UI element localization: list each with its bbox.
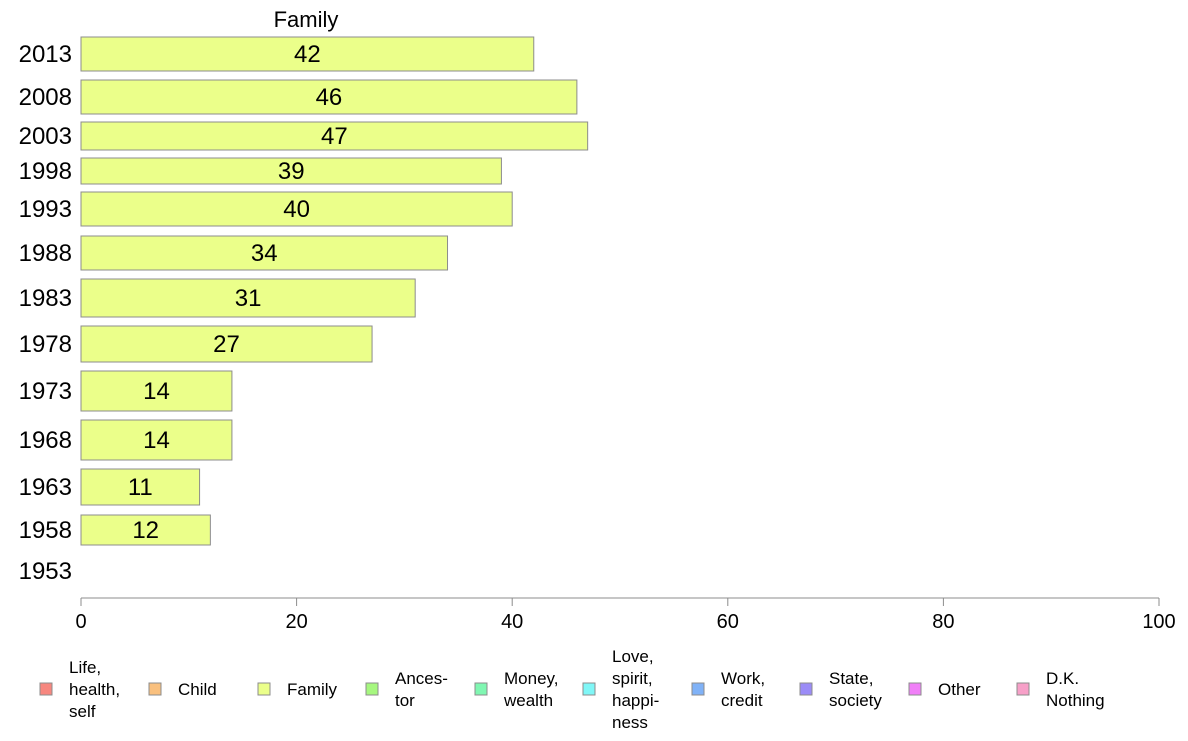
legend-item: Child [148, 680, 217, 699]
bar-1963 [80, 468, 201, 506]
bar-1958 [80, 514, 211, 546]
legend-label: Love, spirit, happi-ness [612, 647, 659, 732]
legend-swatch [257, 682, 271, 696]
x-tick-label: 100 [1142, 611, 1175, 633]
legend-label: State, society [829, 669, 882, 710]
data-label: 39 [278, 158, 305, 185]
data-label: 31 [235, 285, 262, 312]
legend: Life, health, self Child Family Ances-tor Mone… [39, 647, 1105, 732]
legend-label: Other [938, 680, 981, 699]
category-label: 1968 [19, 427, 72, 454]
category-label: 1998 [19, 158, 72, 185]
legend-label: D.K. Nothing [1046, 669, 1105, 710]
legend-item: Other [908, 680, 981, 699]
category-label: 2003 [19, 123, 72, 150]
x-tick-label: 20 [285, 611, 307, 633]
legend-item: State, society [799, 669, 882, 710]
data-label: 14 [143, 427, 170, 454]
legend-item: Ances-tor [365, 669, 448, 710]
legend-item: Love, spirit, happi-ness [582, 647, 659, 732]
legend-label: Life, health, self [69, 658, 120, 721]
category-label: 1958 [19, 517, 72, 544]
legend-swatch [908, 682, 922, 696]
bar-2008 [80, 79, 578, 115]
category-label: 2013 [19, 41, 72, 68]
legend-label: Family [287, 680, 338, 699]
legend-item: Money, wealth [474, 669, 559, 710]
category-label: 2008 [19, 84, 72, 111]
legend-swatch [39, 682, 53, 696]
bar-1978 [80, 325, 373, 363]
legend-label: Ances-tor [395, 669, 448, 710]
data-label: 27 [213, 331, 240, 358]
legend-swatch [582, 682, 596, 696]
legend-label: Money, wealth [503, 669, 559, 710]
legend-item: Work, credit [691, 669, 765, 710]
legend-label: Child [178, 680, 217, 699]
x-tick-label: 0 [75, 611, 86, 633]
legend-swatch [148, 682, 162, 696]
legend-item: Family [257, 680, 338, 699]
category-label: 1963 [19, 474, 72, 501]
category-label: 1978 [19, 331, 72, 358]
legend-label: Work, credit [721, 669, 765, 710]
data-label: 14 [143, 378, 170, 405]
category-label: 1993 [19, 196, 72, 223]
data-label: 42 [294, 41, 321, 68]
x-tick-label: 60 [717, 611, 739, 633]
legend-item: D.K. Nothing [1016, 669, 1105, 710]
bar-1993 [80, 191, 513, 227]
category-label: 1953 [19, 558, 72, 585]
bar-1983 [80, 278, 416, 318]
bar-1988 [80, 235, 449, 271]
bar-1998 [80, 157, 502, 185]
data-label: 12 [132, 517, 159, 544]
legend-swatch [474, 682, 488, 696]
bar-1968 [80, 419, 233, 461]
category-label: 1988 [19, 240, 72, 267]
bar-2003 [80, 121, 589, 151]
data-label: 40 [283, 196, 310, 223]
x-tick-label: 80 [932, 611, 954, 633]
data-label: 11 [128, 474, 153, 501]
bar-1973 [80, 370, 233, 412]
data-label: 47 [321, 123, 348, 150]
x-tick-label: 40 [501, 611, 523, 633]
x-axis: 0 20 40 60 80 100 [75, 597, 1176, 633]
legend-item: Life, health, self [39, 658, 120, 721]
legend-swatch [365, 682, 379, 696]
data-label: 34 [251, 240, 278, 267]
chart-title: Family [274, 7, 339, 32]
legend-swatch [1016, 682, 1030, 696]
category-label: 1973 [19, 378, 72, 405]
bar-2013 [80, 36, 535, 72]
legend-swatch [799, 682, 813, 696]
category-label: 1983 [19, 285, 72, 312]
bars-layer: 2013 42 2008 46 2003 47 1998 39 1993 40 1988 34 1983… [19, 36, 589, 585]
legend-swatch [691, 682, 705, 696]
data-label: 46 [316, 84, 343, 111]
